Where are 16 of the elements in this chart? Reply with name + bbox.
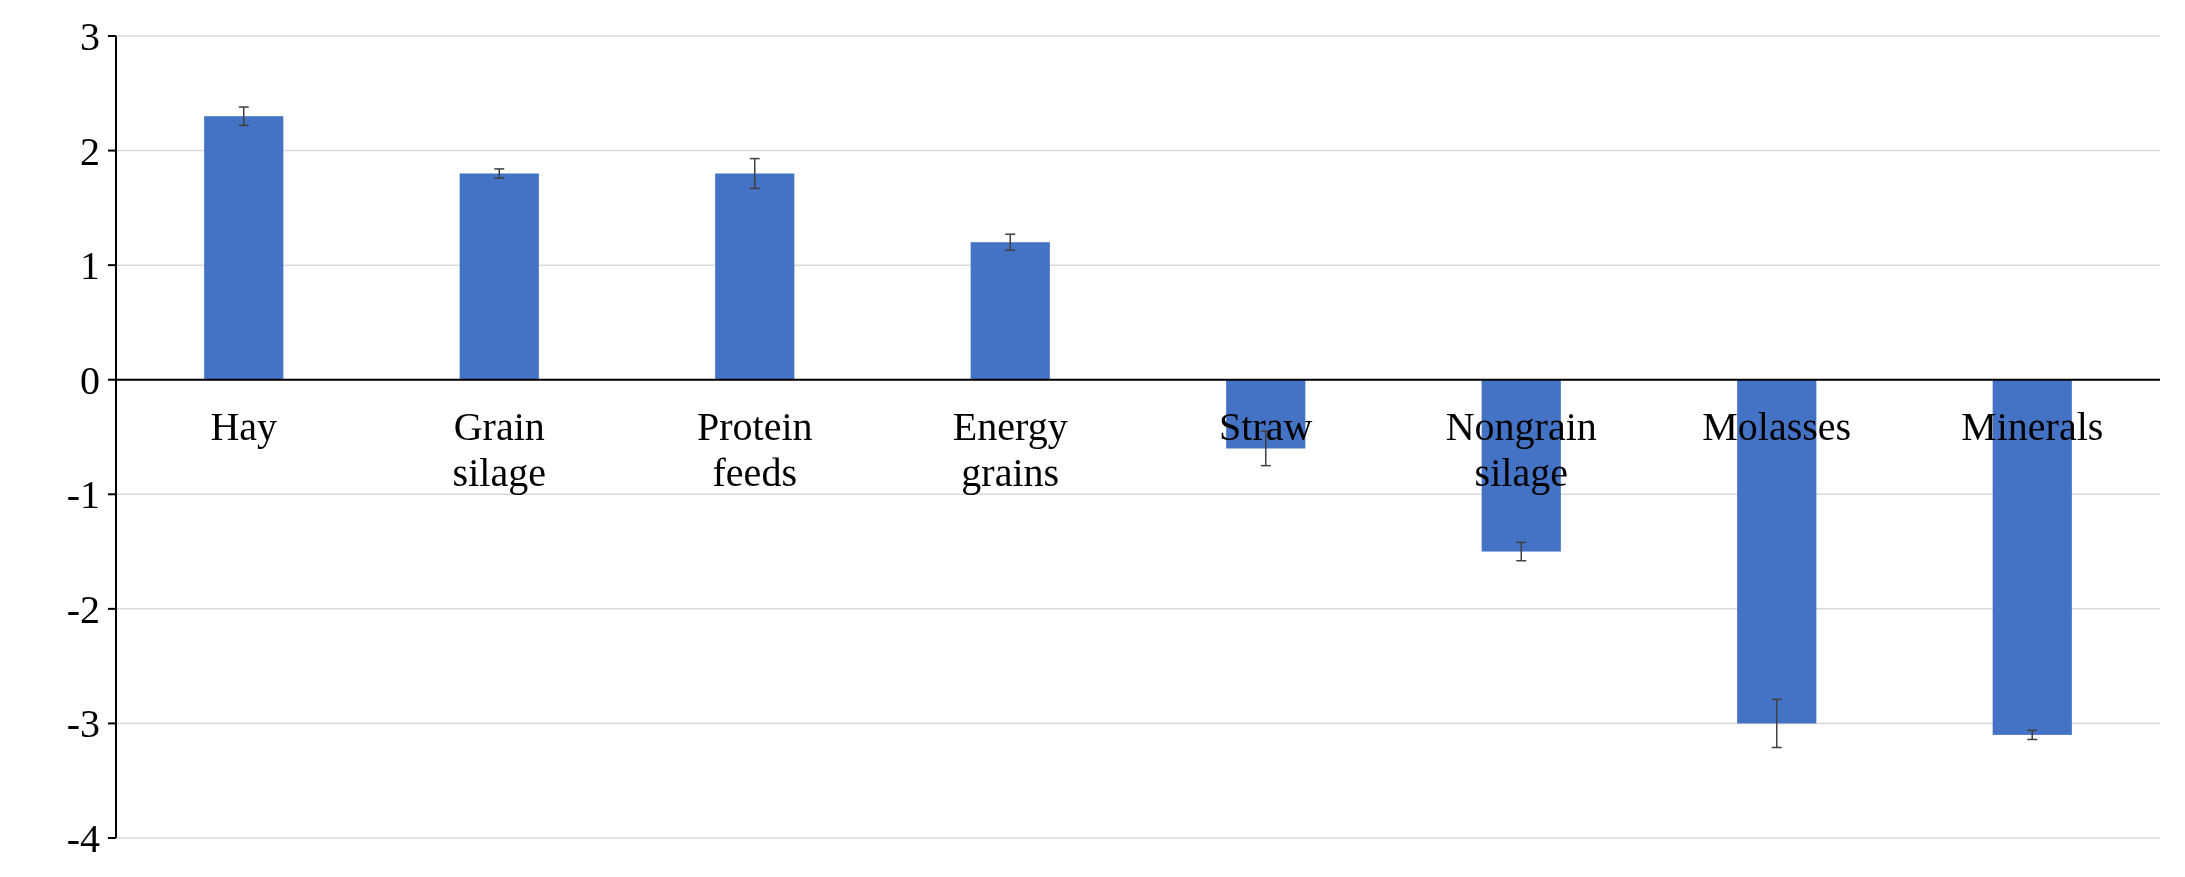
bar [459,173,539,380]
bar [715,173,795,380]
bar [204,116,284,380]
y-tick-label: -3 [66,701,100,747]
x-tick-label: Grain silage [452,403,546,495]
x-tick-label: Hay [210,403,278,449]
x-tick-label: Energy grains [952,403,1068,495]
y-tick-label: 3 [80,14,100,59]
y-tick-label: -1 [66,472,100,518]
y-tick-label: 1 [80,243,100,289]
bar [970,242,1050,380]
y-tick-label: -2 [66,586,100,632]
y-tick-label: 2 [80,128,100,174]
y-tick-label: -4 [66,816,100,861]
x-tick-label: Protein feeds [696,403,813,495]
y-tick-label: 0 [80,357,100,403]
